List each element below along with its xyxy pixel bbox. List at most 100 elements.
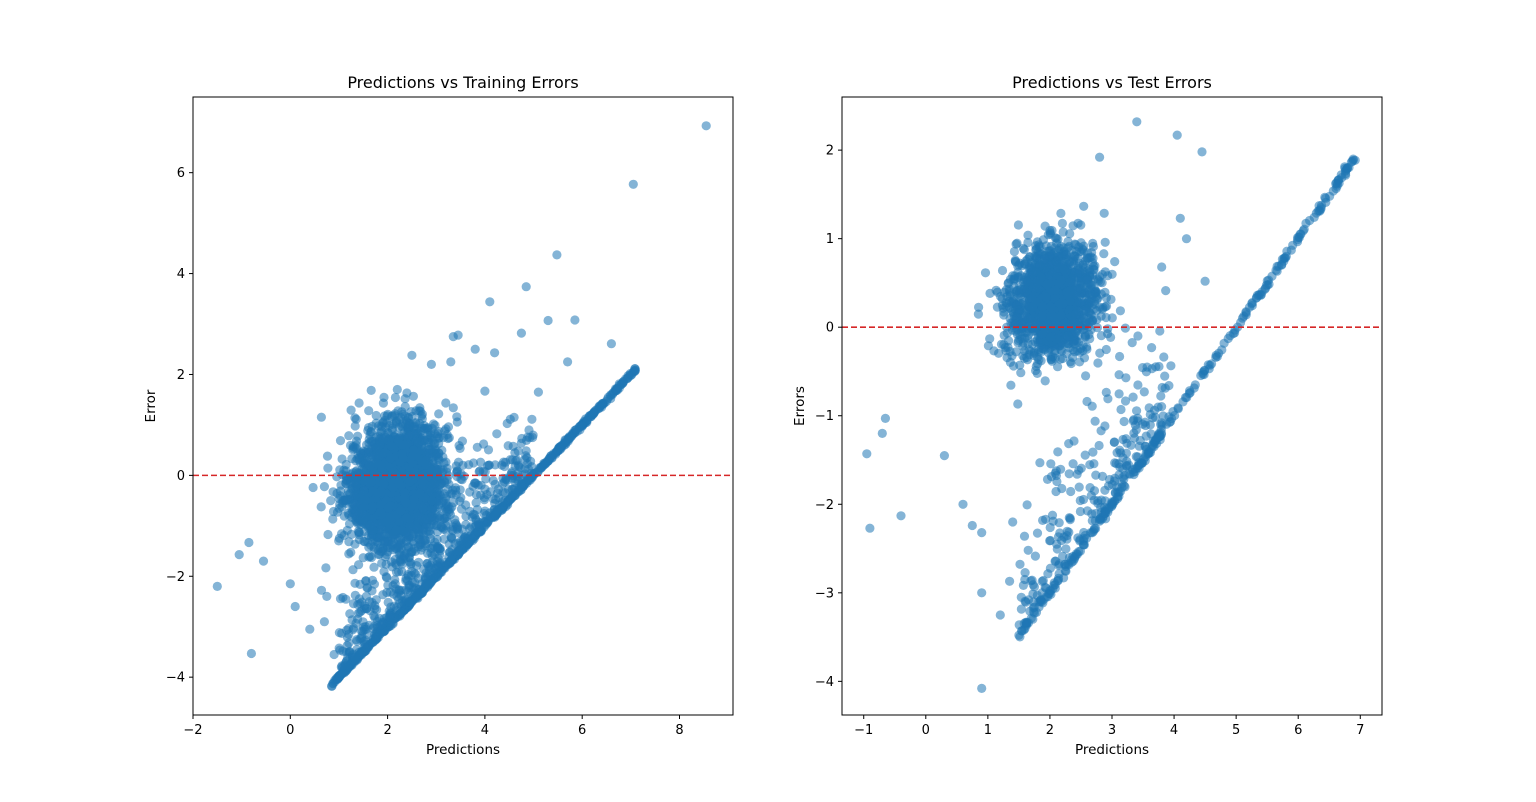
data-point [383, 503, 393, 513]
data-point [1101, 293, 1111, 303]
y-tick-label: 4 [177, 267, 185, 282]
data-point [366, 477, 377, 487]
data-point [350, 590, 360, 600]
data-point [476, 490, 486, 500]
data-point [308, 482, 318, 493]
outlier-point [331, 673, 342, 683]
data-point [1056, 208, 1066, 218]
outlier-point [329, 649, 339, 660]
data-point [346, 405, 356, 415]
data-point [404, 597, 414, 607]
data-point [985, 334, 995, 344]
data-point [471, 520, 481, 531]
data-point [390, 409, 400, 419]
data-point [395, 540, 405, 550]
training-x-ticks: −2 0 2 4 6 8 [183, 715, 684, 738]
data-point [455, 485, 465, 495]
data-point [361, 455, 371, 465]
data-point [435, 558, 445, 568]
data-point [358, 553, 368, 563]
data-point [507, 484, 517, 495]
data-point [442, 512, 452, 522]
x-tick-label: 2 [383, 723, 391, 738]
data-point [348, 565, 358, 575]
data-point [440, 477, 450, 488]
outlier-point [285, 579, 295, 589]
outlier-point [234, 550, 244, 560]
data-point [376, 529, 386, 540]
data-point [1032, 368, 1042, 378]
data-point [368, 525, 378, 536]
data-point [1022, 355, 1033, 365]
data-point [441, 398, 451, 408]
outlier-point [319, 617, 329, 627]
data-point [376, 486, 386, 497]
outlier-point [563, 357, 573, 367]
data-point [1075, 357, 1085, 367]
data-point [434, 409, 444, 419]
y-tick-label: 0 [177, 469, 185, 484]
data-point [386, 602, 396, 612]
data-point [439, 534, 449, 544]
data-point [334, 536, 344, 546]
data-point [1023, 333, 1033, 343]
data-point [493, 505, 503, 515]
outlier-point [258, 556, 269, 566]
x-tick-label: −2 [183, 723, 202, 738]
data-point [417, 542, 427, 553]
outlier-point [701, 121, 711, 131]
data-point [1011, 347, 1021, 357]
data-point [499, 477, 510, 487]
data-point [476, 457, 486, 467]
data-point [403, 432, 413, 442]
data-point [415, 488, 425, 498]
data-point [361, 511, 371, 522]
data-point [394, 422, 404, 432]
data-point [382, 573, 392, 583]
y-tick-label: −2 [166, 570, 185, 585]
data-point [414, 557, 424, 567]
data-point [399, 488, 410, 498]
outlier-point [446, 357, 456, 367]
data-point [1035, 241, 1045, 251]
data-point [348, 599, 359, 609]
data-point [492, 429, 502, 439]
test-plot-title: Predictions vs Test Errors [1012, 73, 1212, 92]
data-point [382, 587, 392, 598]
data-point [367, 575, 378, 586]
data-point [618, 377, 628, 387]
data-point [527, 414, 537, 424]
data-point [396, 506, 406, 516]
training-points [212, 121, 711, 691]
data-point [335, 436, 346, 446]
data-point [439, 524, 449, 534]
data-point [597, 399, 608, 409]
outlier-point [552, 250, 562, 260]
data-point [522, 459, 533, 469]
data-point [1107, 313, 1117, 323]
data-point [481, 474, 491, 484]
outlier-point [470, 344, 480, 354]
data-point [1040, 376, 1050, 386]
data-point [416, 411, 427, 421]
data-point [381, 559, 391, 569]
data-point [397, 449, 407, 459]
data-point [420, 572, 430, 582]
data-point [1106, 332, 1116, 342]
data-point [454, 528, 464, 538]
data-point [468, 458, 479, 468]
data-point [354, 453, 364, 463]
data-point [425, 543, 435, 554]
data-point [351, 478, 361, 488]
data-point [985, 288, 995, 298]
outlier-point [521, 282, 531, 292]
data-point [989, 346, 999, 356]
outlier-point [490, 348, 500, 358]
data-point [359, 636, 369, 647]
data-point [386, 441, 396, 451]
data-point [387, 539, 397, 549]
data-point [367, 502, 377, 512]
